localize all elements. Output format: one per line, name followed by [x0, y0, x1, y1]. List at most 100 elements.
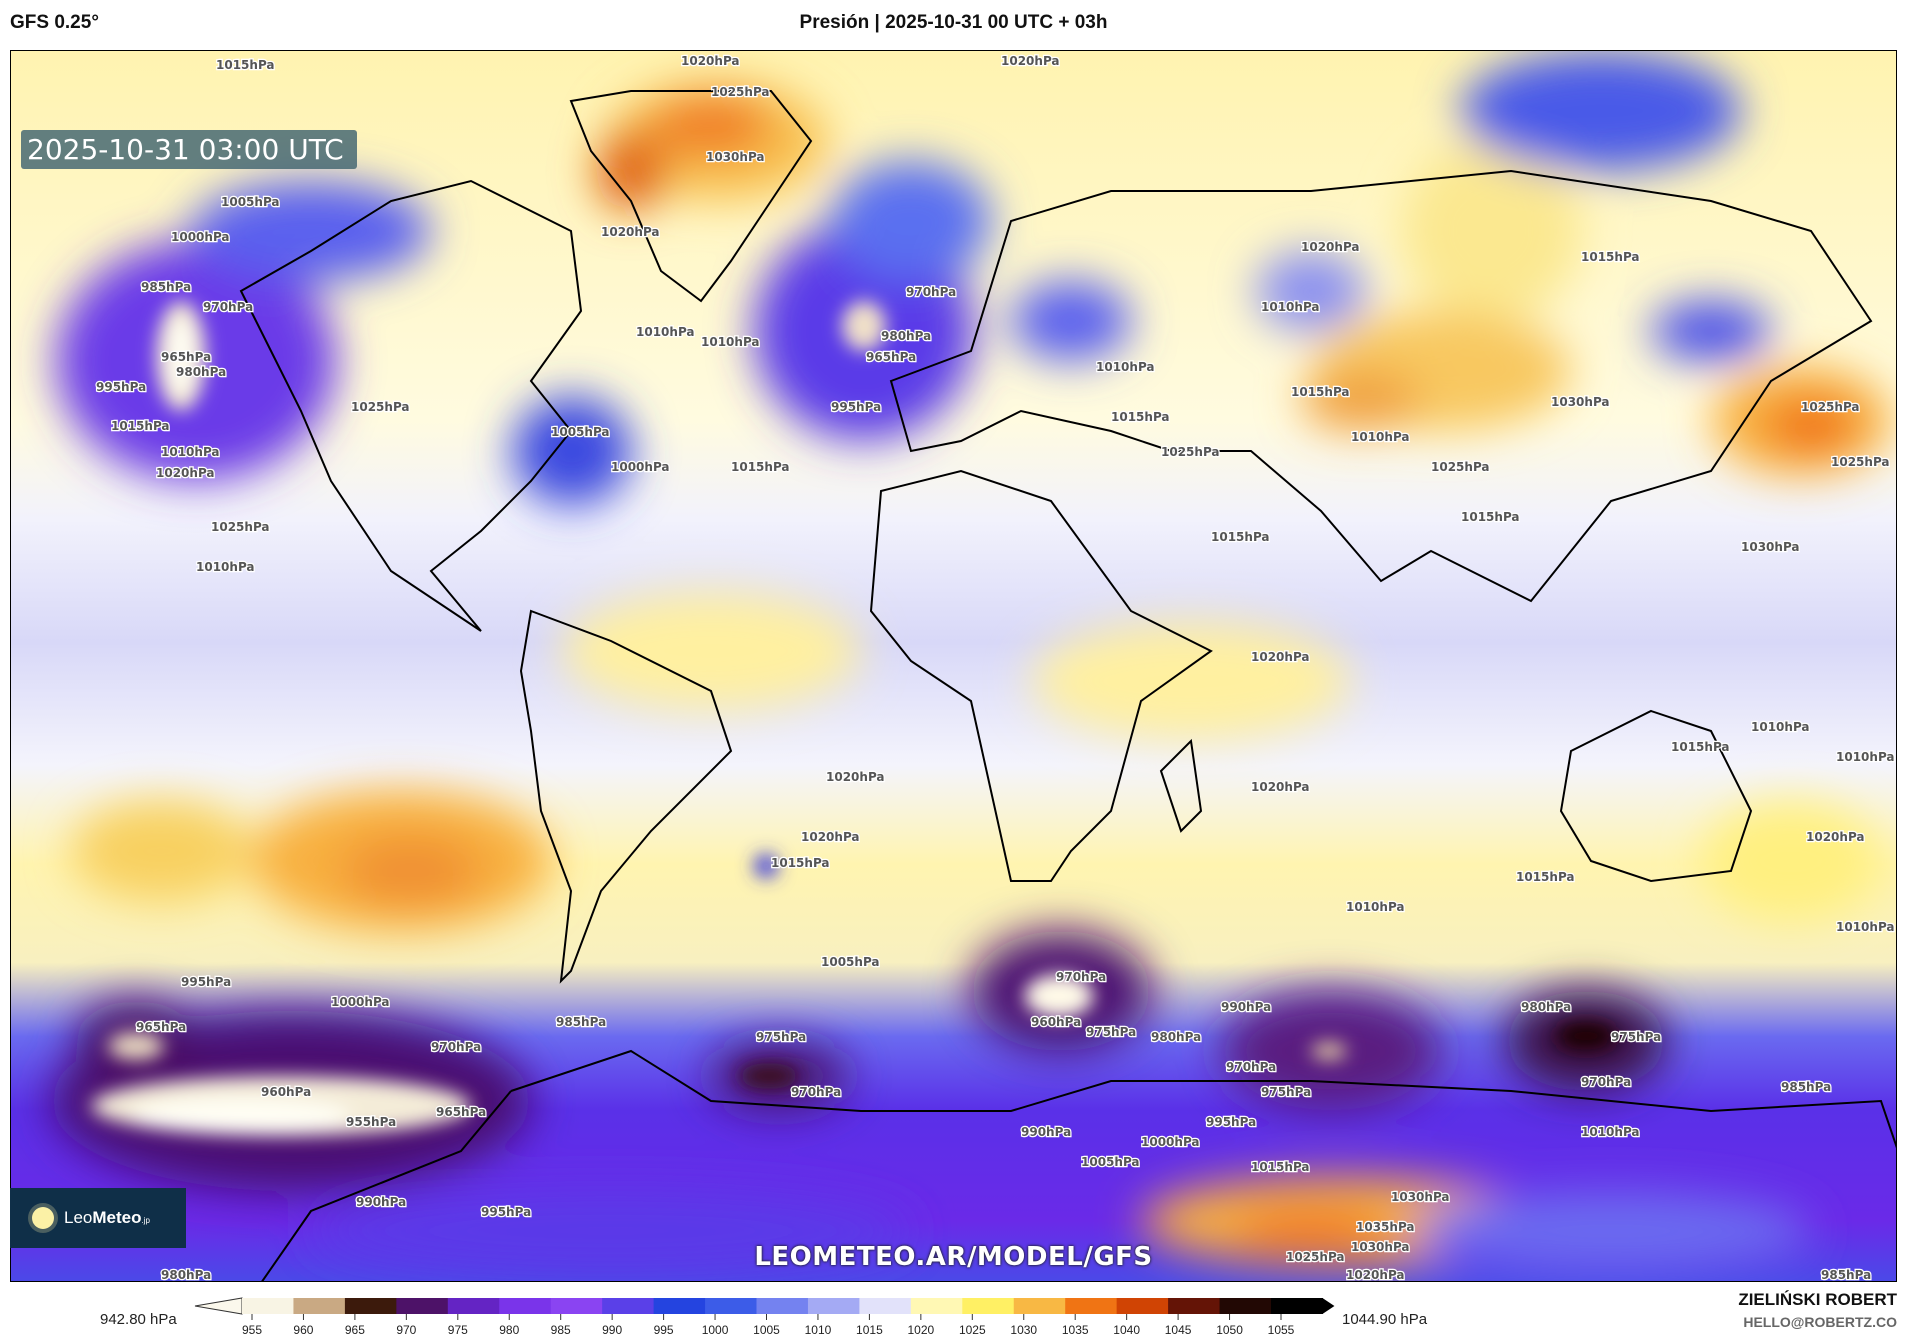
isobar-label: 1010hPa — [1836, 750, 1895, 764]
isobar-label: 1020hPa — [1806, 830, 1865, 844]
pressure-field: 1015hPa 1020hPa 1020hPa 1025hPa 1030hPa 1005h… — [11, 51, 1896, 1282]
isobar-label: 970hPa — [906, 285, 956, 299]
pressure-system — [1461, 51, 1741, 171]
colorbar-tick-label: 960 — [293, 1323, 313, 1337]
isobar-label: 965hPa — [866, 350, 916, 364]
isobar-label: 1010hPa — [161, 445, 220, 459]
isobar-label: 1015hPa — [1581, 250, 1640, 264]
isobar-label: 1015hPa — [1461, 510, 1520, 524]
isobar-label: 1020hPa — [1001, 54, 1060, 68]
isobar-label: 1020hPa — [681, 54, 740, 68]
isobar-label: 1020hPa — [1251, 650, 1310, 664]
isobar-label: 1015hPa — [1291, 385, 1350, 399]
isobar-label: 985hPa — [556, 1015, 606, 1029]
isobar-label: 1020hPa — [826, 770, 885, 784]
colorbar-tick-label: 1055 — [1268, 1323, 1295, 1337]
colorbar-segment — [653, 1298, 706, 1314]
isobar-label: 960hPa — [261, 1085, 311, 1099]
colorbar-tick-label: 970 — [396, 1323, 416, 1337]
isobar-label: 1015hPa — [1211, 530, 1270, 544]
isobar-label: 1015hPa — [1671, 740, 1730, 754]
isobar-label: 1025hPa — [1801, 400, 1860, 414]
isobar-label: 1020hPa — [156, 466, 215, 480]
isobar-label: 1015hPa — [1251, 1160, 1310, 1174]
coastline — [239, 179, 583, 632]
isobar-label: 1025hPa — [1286, 1250, 1345, 1264]
isobar-label: 1030hPa — [706, 150, 765, 164]
colorbar-tick-label: 1025 — [959, 1323, 986, 1337]
colorbar-segment — [1271, 1298, 1323, 1314]
colorbar-segment — [602, 1298, 655, 1314]
isobar-label: 980hPa — [161, 1268, 211, 1282]
coastline — [869, 469, 1213, 882]
pressure-system — [1701, 801, 1881, 921]
isobar-label: 1005hPa — [221, 195, 280, 209]
isobar-label: 980hPa — [176, 365, 226, 379]
coastline — [889, 169, 1873, 603]
colorbar-tick-label: 1005 — [753, 1323, 780, 1337]
isobar-label: 1010hPa — [1836, 920, 1895, 934]
isobar-label: 965hPa — [161, 350, 211, 364]
pressure-system — [596, 131, 666, 211]
isobar-label: 1030hPa — [1391, 1190, 1450, 1204]
isobar-label: 990hPa — [1021, 1125, 1071, 1139]
colorbar-segment — [756, 1298, 809, 1314]
isobar-label: 1030hPa — [1551, 395, 1610, 409]
isobar-label: 1025hPa — [1431, 460, 1490, 474]
pressure-center — [1311, 1042, 1347, 1060]
isobar-label: 975hPa — [1611, 1030, 1661, 1044]
colorbar: 955 960 965 970 975 980 985 990 995 1000 1005 1010 1… — [194, 1297, 1335, 1337]
isobar-label: 1005hPa — [551, 425, 610, 439]
isobar-label: 1015hPa — [1111, 410, 1170, 424]
isobar-label: 980hPa — [1151, 1030, 1201, 1044]
pressure-system — [1256, 251, 1366, 331]
colorbar-segment — [1013, 1298, 1066, 1314]
leometeo-logo: LeoMeteo.jp — [10, 1188, 186, 1248]
isobar-label: 1010hPa — [636, 325, 695, 339]
isobar-label: 985hPa — [141, 280, 191, 294]
colorbar-tick-label: 965 — [345, 1323, 365, 1337]
colorbar-tick-label: 990 — [602, 1323, 622, 1337]
isobar-label: 1010hPa — [1261, 300, 1320, 314]
logo-text: LeoMeteo.jp — [64, 1208, 150, 1227]
pressure-system — [341, 836, 481, 906]
isobar-label: 1000hPa — [171, 230, 230, 244]
pressure-center — [108, 1032, 164, 1060]
isobar-label: 1020hPa — [1301, 240, 1360, 254]
isobar-label: 985hPa — [1821, 1268, 1871, 1282]
isobar-label: 1030hPa — [1741, 540, 1800, 554]
colorbar-tick-label: 1020 — [907, 1323, 934, 1337]
coastline — [1159, 738, 1203, 833]
isobar-label: 990hPa — [1221, 1000, 1271, 1014]
pressure-center — [131, 1098, 351, 1134]
coastline — [261, 1049, 1896, 1281]
watermark-url: LEOMETEO.AR/MODEL/GFS — [754, 1242, 1153, 1272]
pressure-center — [1024, 974, 1094, 1018]
colorbar-tick-label: 1010 — [805, 1323, 832, 1337]
isobar-label: 995hPa — [1206, 1115, 1256, 1129]
pressure-center — [754, 854, 778, 878]
isobar-label: 970hPa — [431, 1040, 481, 1054]
isobar-label: 1000hPa — [1141, 1135, 1200, 1149]
isobar-label: 995hPa — [96, 380, 146, 394]
isobar-label: 990hPa — [356, 1195, 406, 1209]
isobar-label: 1025hPa — [711, 85, 770, 99]
colorbar-segment — [293, 1298, 346, 1314]
isobar-label: 995hPa — [481, 1205, 531, 1219]
pressure-system — [1766, 401, 1856, 451]
colorbar-segment — [550, 1298, 603, 1314]
colorbar-min-arrow — [194, 1297, 243, 1315]
pressure-system — [1031, 621, 1351, 741]
isobar-label: 1025hPa — [1161, 445, 1220, 459]
isobar-label: 1000hPa — [611, 460, 670, 474]
colorbar-segment — [344, 1298, 397, 1314]
model-label: GFS 0.25° — [10, 12, 99, 33]
isobar-label: 995hPa — [831, 400, 881, 414]
pressure-system — [1411, 1191, 1811, 1271]
isobar-label: 965hPa — [136, 1020, 186, 1034]
isobar-label: 955hPa — [346, 1115, 396, 1129]
colorbar-tick-label: 1000 — [702, 1323, 729, 1337]
isobar-label: 975hPa — [756, 1030, 806, 1044]
colorbar-tick-label: 1045 — [1165, 1323, 1192, 1337]
isobar-label: 970hPa — [1226, 1060, 1276, 1074]
